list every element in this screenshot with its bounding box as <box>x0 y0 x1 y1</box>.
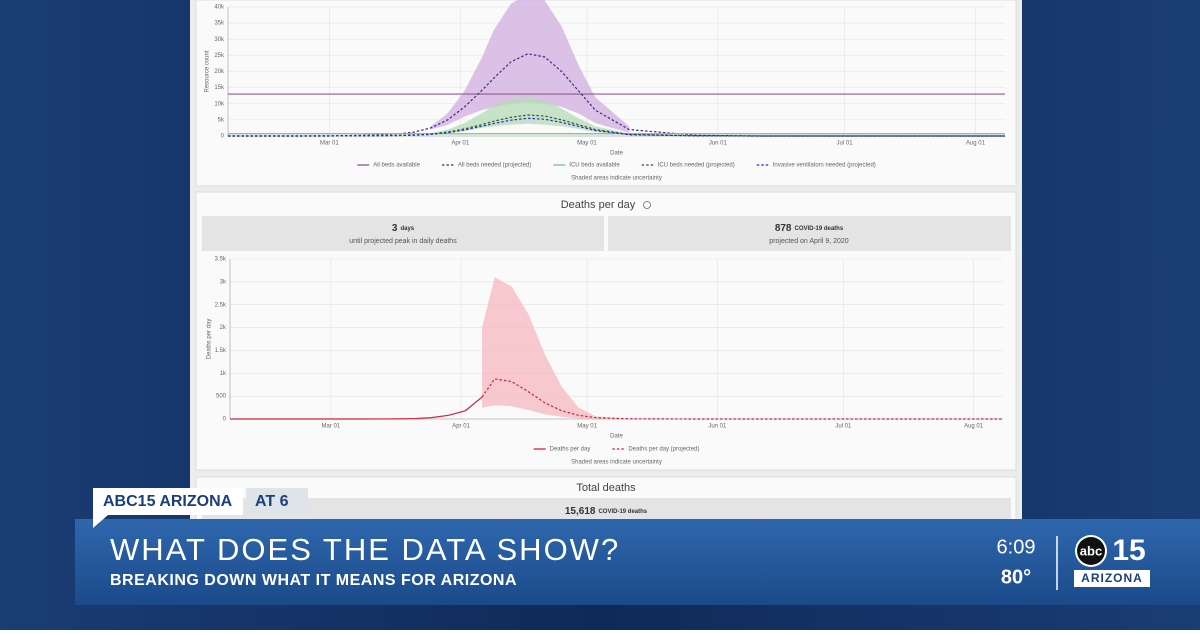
x-tick-label: Apr 01 <box>451 141 469 147</box>
show-tag-box <box>246 488 308 515</box>
stat-number: 15,618 <box>565 506 596 517</box>
x-tick-label: Jun 01 <box>708 424 727 430</box>
legend: Deaths per day Deaths per day (projected) <box>533 447 699 453</box>
legend-label: Invasive ventilators needed (projected) <box>773 163 876 169</box>
stat-number: 878 <box>775 223 792 234</box>
legend-label: All beds needed (projected) <box>458 163 531 169</box>
stat-unit: COVID-19 deaths <box>598 509 647 515</box>
y-tick-label: 2k <box>220 325 227 331</box>
x-tick-label: Aug 01 <box>966 141 986 147</box>
stat-box <box>202 216 604 251</box>
y-tick-label: 25k <box>214 53 225 59</box>
stat: 3 days <box>392 223 415 234</box>
stat: 878 COVID-19 deaths <box>775 223 844 234</box>
headline: WHAT DOES THE DATA SHOW? <box>110 532 620 567</box>
charts: 0 5k 10k 15k 20k 25k 30k 35k 40k Mar 01 Apr 01 May … <box>205 0 1005 466</box>
card <box>195 0 1017 187</box>
tag-pointer <box>93 515 108 528</box>
logo-market-box <box>1074 570 1150 587</box>
stat-caption: until projected peak in daily deaths <box>349 238 457 245</box>
lower-third <box>75 519 1200 605</box>
logo-number: 15 <box>1112 534 1145 567</box>
station-tag-box <box>93 488 243 515</box>
legend-label: Deaths per day (projected) <box>628 447 699 453</box>
y-axis-label: Resource count <box>205 50 211 92</box>
legend: All beds available All beds needed (proje… <box>357 163 876 169</box>
legend-label: All beds available <box>373 163 420 169</box>
y-axis-label: Deaths per day <box>207 319 213 360</box>
logo-circle-inner <box>1077 537 1105 565</box>
y-tick-label: 3k <box>220 279 227 285</box>
stat: 15,618 COVID-19 deaths <box>565 506 648 517</box>
stat-box <box>202 498 1011 522</box>
x-axis-label: Date <box>610 151 623 157</box>
y-tick-label: 20k <box>214 69 225 75</box>
series-line <box>481 378 1003 420</box>
show-tag: AT 6 <box>255 493 289 510</box>
series-line <box>230 396 483 420</box>
y-tick-label: 1.5k <box>215 348 227 354</box>
y-tick-label: 40k <box>214 5 225 11</box>
series-line <box>228 117 1005 137</box>
subhead: BREAKING DOWN WHAT IT MEANS FOR ARIZONA <box>110 572 517 589</box>
x-tick-label: May 01 <box>577 424 597 430</box>
x-tick-label: Aug 01 <box>964 424 984 430</box>
y-tick-label: 10k <box>214 101 225 107</box>
x-tick-label: Jun 01 <box>709 141 728 147</box>
y-tick-label: 15k <box>214 85 225 91</box>
stat-unit: COVID-19 deaths <box>795 226 844 232</box>
x-tick-label: Jul 01 <box>837 141 854 147</box>
logo-network: abc <box>1080 543 1102 558</box>
note: Shaded areas indicate uncertainty <box>571 176 662 182</box>
card-title: Total deaths <box>576 482 636 494</box>
y-tick-label: 0 <box>223 417 227 423</box>
stat-unit: days <box>400 226 414 232</box>
uncertainty-band <box>430 97 630 136</box>
x-tick-label: Apr 01 <box>452 424 470 430</box>
logo-market: ARIZONA <box>1081 571 1143 585</box>
x-tick-label: Mar 01 <box>321 424 340 430</box>
uncertainty-band <box>482 277 630 419</box>
station-tag: ABC15 ARIZONA <box>103 493 233 510</box>
y-tick-label: 5k <box>218 117 225 123</box>
card-title: Deaths per day <box>561 199 636 211</box>
y-tick-label: 0 <box>221 134 225 140</box>
legend-label: ICU beds needed (projected) <box>658 163 735 169</box>
uncertainty-band <box>430 0 630 133</box>
stat-number: 3 <box>392 223 398 234</box>
legend-label: ICU beds available <box>569 163 620 169</box>
temperature: 80° <box>1001 566 1031 588</box>
y-tick-label: 1k <box>220 371 227 377</box>
y-tick-label: 35k <box>214 21 225 27</box>
legend-label: Deaths per day <box>550 447 591 453</box>
info-icon[interactable] <box>643 201 651 209</box>
y-tick-label: 500 <box>216 394 227 400</box>
time: 6:09 <box>997 536 1036 558</box>
y-tick-label: 3.5k <box>215 257 227 263</box>
y-tick-label: 2.5k <box>215 302 227 308</box>
x-axis-label: Date <box>610 434 623 440</box>
note: Shaded areas indicate uncertainty <box>571 460 662 466</box>
x-tick-label: Mar 01 <box>320 141 339 147</box>
x-tick-label: May 01 <box>577 141 597 147</box>
stat-caption: projected on April 9, 2020 <box>769 238 848 245</box>
y-tick-label: 30k <box>214 37 225 43</box>
x-tick-label: Jul 01 <box>835 424 852 430</box>
stat-box <box>608 216 1011 251</box>
